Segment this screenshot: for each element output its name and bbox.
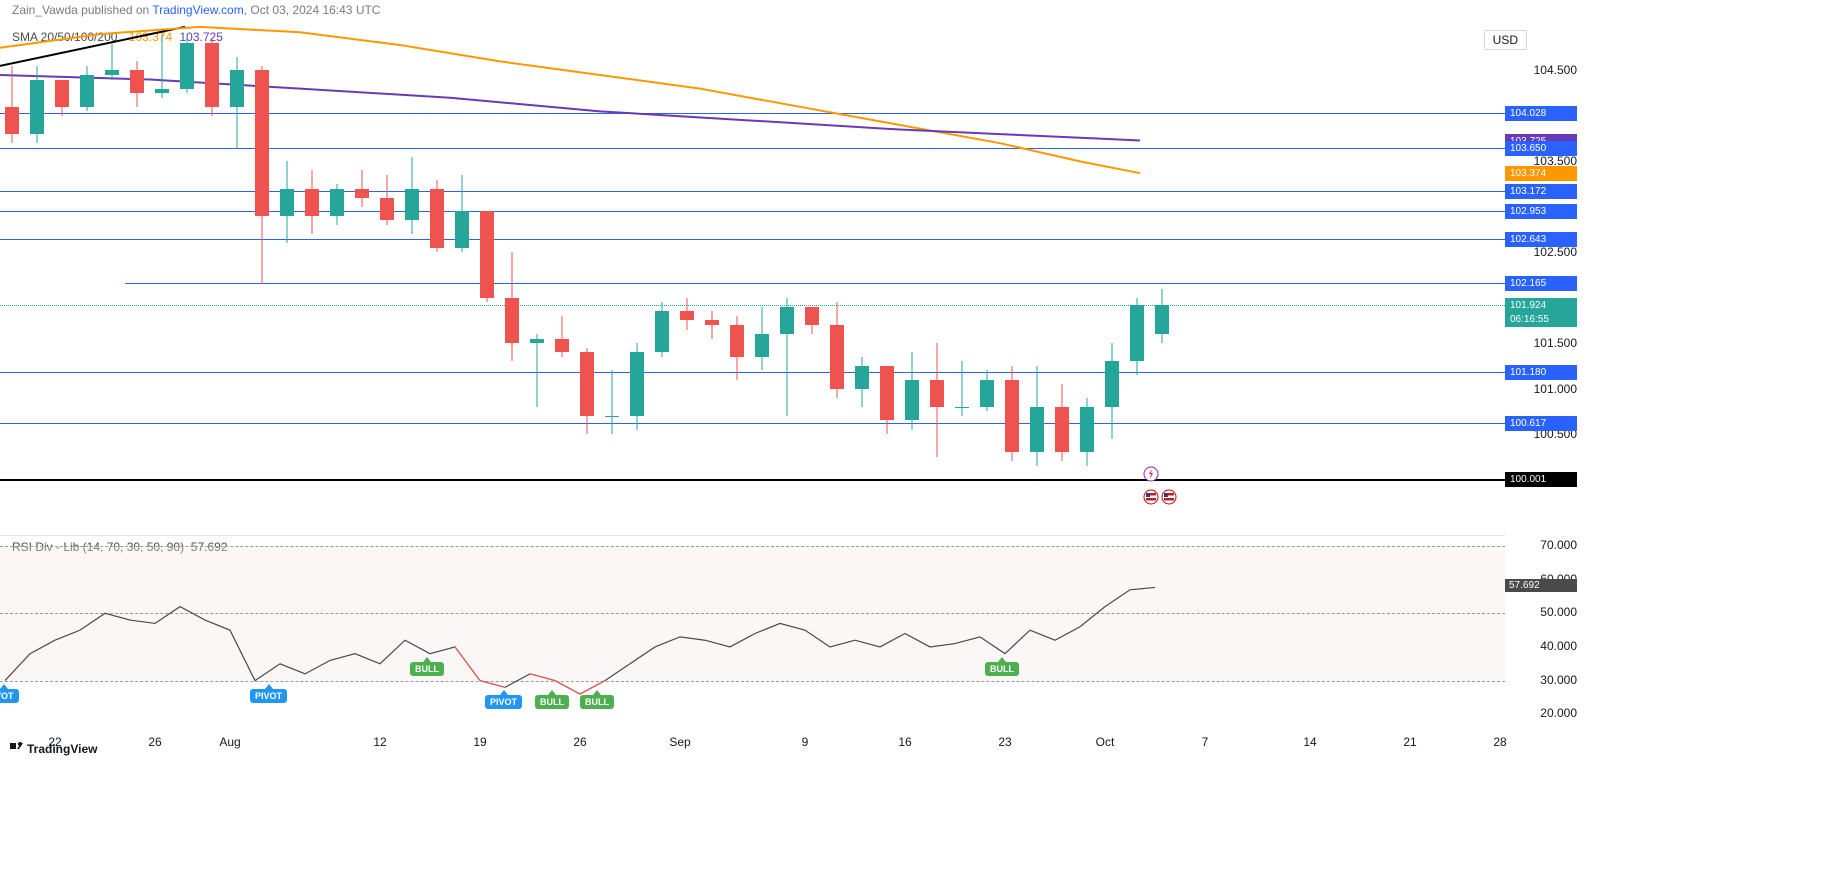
event-icon-group[interactable] xyxy=(1143,466,1177,510)
price-badge: 104.028 xyxy=(1505,106,1577,121)
rsi-badge-bull: BULL xyxy=(580,695,614,709)
price-badge: 102.165 xyxy=(1505,276,1577,291)
attribution: Zain_Vawda published on TradingView.com,… xyxy=(12,3,380,17)
rsi-line xyxy=(0,536,1505,731)
price-level-line xyxy=(0,191,1505,192)
sma-line xyxy=(0,25,1505,525)
price-tick: 104.500 xyxy=(1534,63,1577,77)
time-tick: 21 xyxy=(1403,735,1416,749)
price-badge: 06:16:55 xyxy=(1505,312,1577,327)
platform-link[interactable]: TradingView.com xyxy=(152,3,243,17)
price-axis: 104.500103.500102.500101.500101.000100.5… xyxy=(1505,25,1585,525)
time-tick: 14 xyxy=(1303,735,1316,749)
author: Zain_Vawda xyxy=(12,3,78,17)
rsi-panel[interactable]: RSI Div - Lib (14, 70, 30, 50, 90) 57.69… xyxy=(0,535,1505,730)
price-badge: 103.650 xyxy=(1505,141,1577,156)
rsi-badge-bull: BULL xyxy=(410,662,444,676)
price-badge: 100.617 xyxy=(1505,416,1577,431)
time-axis: 2226Aug121926Sep91623Oct7142128 xyxy=(0,735,1505,765)
time-tick: 7 xyxy=(1202,735,1209,749)
price-level-line xyxy=(125,283,1505,284)
rsi-badge-bull: BULL xyxy=(535,695,569,709)
price-tick: 102.500 xyxy=(1534,245,1577,259)
price-badge: 100.001 xyxy=(1505,472,1577,487)
lightning-icon xyxy=(1143,466,1159,482)
rsi-badge-pivot: PIVOT xyxy=(250,689,287,703)
tv-logo-icon xyxy=(10,739,24,756)
time-tick: Sep xyxy=(669,735,690,749)
price-badge: 102.643 xyxy=(1505,232,1577,247)
time-tick: 23 xyxy=(998,735,1011,749)
price-level-line xyxy=(0,372,1505,373)
time-tick: 9 xyxy=(802,735,809,749)
rsi-badge-pivot: PIVOT xyxy=(485,695,522,709)
price-level-line xyxy=(0,423,1505,424)
rsi-tick: 40.000 xyxy=(1540,639,1577,653)
price-tick: 101.500 xyxy=(1534,336,1577,350)
rsi-tick: 70.000 xyxy=(1540,538,1577,552)
price-badge: 101.924 xyxy=(1505,298,1577,313)
time-tick: 12 xyxy=(373,735,386,749)
price-badge: 101.180 xyxy=(1505,365,1577,380)
trendline xyxy=(0,25,1505,525)
rsi-tick: 20.000 xyxy=(1540,706,1577,720)
time-tick: 28 xyxy=(1493,735,1506,749)
rsi-badge-bull: BULL xyxy=(985,662,1019,676)
price-badge: 103.374 xyxy=(1505,166,1577,181)
time-tick: 19 xyxy=(473,735,486,749)
flag-icon xyxy=(1161,489,1177,505)
tradingview-logo[interactable]: TradingView xyxy=(10,739,97,756)
price-level-line xyxy=(0,148,1505,149)
rsi-current-badge: 57.692 xyxy=(1505,579,1577,592)
rsi-tick: 30.000 xyxy=(1540,673,1577,687)
sma-line xyxy=(0,25,1505,525)
time-tick: Oct xyxy=(1096,735,1115,749)
price-level-line xyxy=(0,211,1505,212)
price-badge: 103.172 xyxy=(1505,184,1577,199)
time-tick: Aug xyxy=(219,735,240,749)
price-chart[interactable] xyxy=(0,25,1505,525)
price-badge: 102.953 xyxy=(1505,204,1577,219)
rsi-tick: 50.000 xyxy=(1540,605,1577,619)
time-tick: 26 xyxy=(573,735,586,749)
price-level-line xyxy=(0,113,1505,114)
rsi-axis: 70.00060.00050.00040.00030.00020.00057.6… xyxy=(1505,535,1585,730)
flag-icon xyxy=(1143,489,1159,505)
time-tick: 16 xyxy=(898,735,911,749)
rsi-badge-pivot: VOT xyxy=(0,689,19,703)
price-level-line xyxy=(0,239,1505,240)
current-price-line xyxy=(0,305,1505,306)
time-tick: 26 xyxy=(148,735,161,749)
price-level-line xyxy=(0,479,1505,481)
price-tick: 101.000 xyxy=(1534,382,1577,396)
